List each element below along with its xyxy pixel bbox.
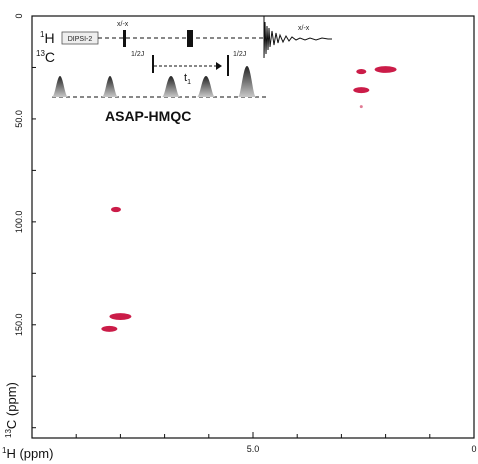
peak-layer: [101, 66, 397, 332]
inset-title: ASAP-HMQC: [105, 108, 191, 124]
plot-frame: [31, 15, 475, 439]
x-ticks: 5.0 0: [75, 432, 477, 454]
cross-peak: [359, 105, 363, 109]
t1-arrowhead: [216, 62, 222, 70]
cross-peak: [110, 206, 121, 213]
h-channel-label: 1H: [40, 30, 55, 46]
dipsi-label: DIPSI-2: [68, 36, 93, 43]
delay-right-label: 1/2J: [233, 51, 246, 58]
x-axis-label: 1H (ppm): [2, 446, 53, 461]
fid-acquisition: [263, 16, 332, 59]
h-pulse-90: [123, 30, 126, 47]
y-tick-label: 0: [14, 13, 24, 18]
c-shaped-pulse-2: [102, 76, 118, 97]
cross-peak: [109, 313, 132, 320]
y-tick-label: 150.0: [14, 314, 24, 337]
x-tick-label: 0: [471, 444, 476, 454]
x-tick-label: 5.0: [247, 444, 260, 454]
pulse-phase-left: x/-x: [117, 21, 129, 28]
c-shaped-pulse-1: [52, 76, 68, 97]
fid-phase-label: x/-x: [298, 25, 310, 32]
c-shaped-pulse-4: [197, 76, 215, 97]
cross-peak: [356, 68, 367, 75]
cross-peak: [353, 87, 370, 94]
c-channel-label: 13C: [36, 49, 55, 65]
y-axis-label: 13C (ppm): [4, 382, 19, 438]
delay-left-label: 1/2J: [131, 51, 144, 58]
t1-label: t1: [184, 72, 191, 86]
cross-peak: [374, 66, 397, 73]
y-tick-label: 50.0: [14, 110, 24, 128]
c-shaped-pulse-3: [162, 76, 180, 97]
pulse-sequence-inset: 1H DIPSI-2 x/-x x/-x 13C 1/2J 1/2J t1: [36, 16, 332, 124]
h-pulse-180: [187, 30, 193, 47]
cross-peak: [101, 325, 118, 332]
c-shaped-pulse-5: [238, 66, 256, 97]
y-tick-label: 100.0: [14, 211, 24, 234]
y-ticks: 0 50.0 100.0 150.0: [14, 13, 36, 429]
